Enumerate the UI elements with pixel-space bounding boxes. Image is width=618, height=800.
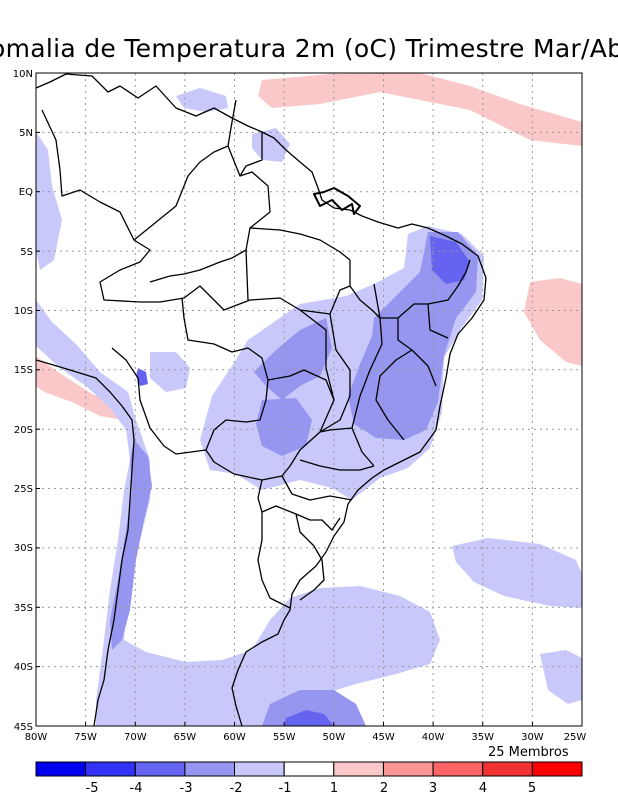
- negative-anomaly-titicaca: [136, 368, 148, 386]
- map-frame: [35, 72, 583, 727]
- lon-label: 40W: [422, 732, 445, 743]
- colorbar-label: -1: [279, 781, 292, 796]
- temperature-anomaly-map: 10N 5N EQ 5S 10S 15S 20S 25S 30S 35S 40S…: [13, 69, 587, 743]
- lat-label: 40S: [14, 662, 33, 673]
- colorbar-swatch: [333, 761, 384, 777]
- colorbar-swatch: [85, 761, 136, 777]
- negative-anomaly-andes: [36, 300, 440, 726]
- colorbar-label: 2: [380, 781, 388, 796]
- colorbar-label: 1: [330, 781, 338, 796]
- lon-label: 70W: [124, 732, 147, 743]
- lat-axis: 10N 5N EQ 5S 10S 15S 20S 25S 30S 35S 40S…: [13, 69, 33, 733]
- lon-label: 60W: [223, 732, 246, 743]
- lat-label: 45S: [14, 722, 33, 733]
- colorbar-swatch: [482, 761, 533, 777]
- negative-anomaly-andes-strong: [110, 440, 152, 650]
- negative-anomaly-south-atlantic: [262, 690, 366, 726]
- colorbar-swatch: [383, 761, 434, 777]
- lat-label: 15S: [14, 365, 33, 376]
- lat-label: 10S: [14, 306, 33, 317]
- colorbar-label: -4: [130, 781, 143, 796]
- colorbar-swatch: [134, 761, 186, 777]
- anomaly-shading: [36, 73, 582, 726]
- colorbar-label: -5: [86, 781, 99, 796]
- lon-label: 80W: [25, 732, 48, 743]
- colorbar-label: 5: [528, 781, 536, 796]
- negative-anomaly-atlantic-mid: [452, 538, 582, 608]
- negative-anomaly-colombia: [36, 132, 62, 270]
- negative-anomaly-peru-bolivia: [150, 352, 190, 392]
- negative-anomaly-northeast: [348, 232, 478, 440]
- country-borders: [41, 99, 353, 609]
- lon-label: 50W: [322, 732, 345, 743]
- colorbar-swatch: [432, 761, 484, 777]
- lat-label: 5N: [19, 128, 33, 139]
- colorbar-swatch: [283, 761, 335, 777]
- lon-label: 25W: [564, 732, 587, 743]
- positive-anomaly-pacific: [36, 356, 122, 420]
- colorbar-label: -2: [230, 781, 243, 796]
- amazon-delta: [313, 187, 361, 215]
- lat-label: EQ: [19, 187, 33, 198]
- colorbar-swatch: [184, 761, 235, 777]
- axis-ticks: [35, 72, 583, 727]
- negative-anomaly-northeast-core: [430, 236, 470, 284]
- lat-label: 5S: [20, 247, 33, 258]
- colorbar-label: 4: [479, 781, 487, 796]
- lat-label: 25S: [14, 484, 33, 495]
- lon-axis: 80W 75W 70W 65W 60W 55W 50W 45W 40W 35W …: [25, 732, 587, 743]
- map-grid: [36, 73, 582, 726]
- lat-label: 30S: [14, 543, 33, 554]
- colorbar-label: -3: [180, 781, 193, 796]
- lon-label: 35W: [471, 732, 494, 743]
- state-borders: [149, 227, 471, 471]
- lon-label: 30W: [521, 732, 544, 743]
- negative-anomaly-south-atlantic-core: [284, 710, 334, 726]
- lon-label: 45W: [372, 732, 395, 743]
- colorbar-label: 3: [429, 781, 437, 796]
- negative-anomaly-atlantic-south: [540, 650, 582, 704]
- lat-label: 20S: [14, 425, 33, 436]
- colorbar: -5 -4 -3 -2 -1 1 2 3 4 5: [35, 761, 583, 796]
- colorbar-swatch: [234, 761, 285, 777]
- lat-label: 10N: [13, 69, 33, 80]
- colorbar-swatch: [35, 761, 87, 777]
- positive-anomaly-atlantic-north: [258, 73, 582, 146]
- lon-label: 65W: [174, 732, 197, 743]
- colorbar-swatch: [531, 761, 583, 777]
- members-label: 25 Membros: [488, 745, 569, 760]
- lat-label: 35S: [14, 603, 33, 614]
- coastline: [36, 73, 487, 726]
- positive-anomaly-atlantic-east: [524, 278, 582, 366]
- lon-label: 55W: [273, 732, 296, 743]
- map-title: omalia de Temperatura 2m (oC) Trimestre …: [0, 34, 618, 63]
- negative-anomaly-amazon-north: [176, 88, 228, 112]
- lon-label: 75W: [74, 732, 97, 743]
